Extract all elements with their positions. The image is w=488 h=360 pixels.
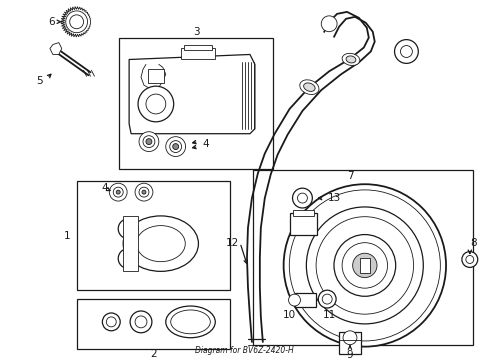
Circle shape [322,294,331,304]
Circle shape [342,243,387,288]
Circle shape [118,249,138,269]
Circle shape [343,331,356,345]
Bar [123,216,138,271]
Circle shape [109,183,127,201]
Circle shape [400,46,411,58]
Circle shape [102,313,120,331]
Circle shape [65,11,87,33]
Text: 2: 2 [150,348,157,359]
Polygon shape [129,54,254,134]
Bar [252,170,472,345]
Circle shape [461,252,477,267]
Text: 10: 10 [283,310,296,320]
Ellipse shape [303,83,314,91]
Text: 9: 9 [346,350,352,360]
Circle shape [315,217,413,314]
Text: 3: 3 [193,27,200,37]
Ellipse shape [123,216,198,271]
Circle shape [321,16,336,32]
Bar [77,181,230,290]
Bar [359,257,369,273]
Circle shape [142,136,155,148]
Ellipse shape [170,310,210,334]
Bar [77,299,230,348]
Circle shape [135,183,153,201]
Circle shape [70,15,83,29]
Circle shape [142,190,145,194]
Circle shape [139,187,149,197]
Text: 8: 8 [469,238,476,248]
Circle shape [130,311,152,333]
Ellipse shape [346,56,355,63]
Circle shape [113,187,123,197]
Circle shape [292,188,312,208]
Bar [183,45,212,50]
Circle shape [297,193,307,203]
Text: 6: 6 [48,17,55,27]
Ellipse shape [342,53,359,66]
Circle shape [138,86,173,122]
Circle shape [465,256,473,264]
Polygon shape [50,42,61,54]
Text: 11: 11 [322,310,335,320]
Circle shape [288,294,300,306]
Circle shape [139,132,159,152]
Text: 13: 13 [327,193,340,203]
Bar [338,332,360,354]
Circle shape [306,207,423,324]
Circle shape [352,253,376,278]
Circle shape [145,139,152,145]
Circle shape [318,290,335,308]
Bar [148,69,163,83]
Circle shape [118,219,138,239]
Text: 4: 4 [101,183,107,193]
Text: 1: 1 [63,231,70,241]
Circle shape [169,141,181,153]
Text: 7: 7 [346,171,352,181]
Ellipse shape [299,80,318,94]
Bar [294,293,316,307]
Text: 12: 12 [225,238,238,248]
Bar [180,48,215,59]
Circle shape [165,137,185,157]
Text: 4: 4 [202,139,208,149]
Circle shape [283,184,445,347]
Polygon shape [61,6,90,37]
Circle shape [106,317,116,327]
Circle shape [394,40,417,63]
Circle shape [116,190,120,194]
Ellipse shape [165,306,215,338]
Text: Diagram for BV6Z-2420-H: Diagram for BV6Z-2420-H [194,346,293,355]
Bar [292,210,314,216]
Circle shape [172,144,178,149]
Circle shape [289,190,440,341]
Circle shape [333,235,395,296]
Circle shape [145,94,165,114]
Bar [289,213,317,235]
Ellipse shape [136,226,185,262]
Circle shape [135,316,147,328]
Text: 5: 5 [37,76,43,86]
Bar [119,38,272,169]
